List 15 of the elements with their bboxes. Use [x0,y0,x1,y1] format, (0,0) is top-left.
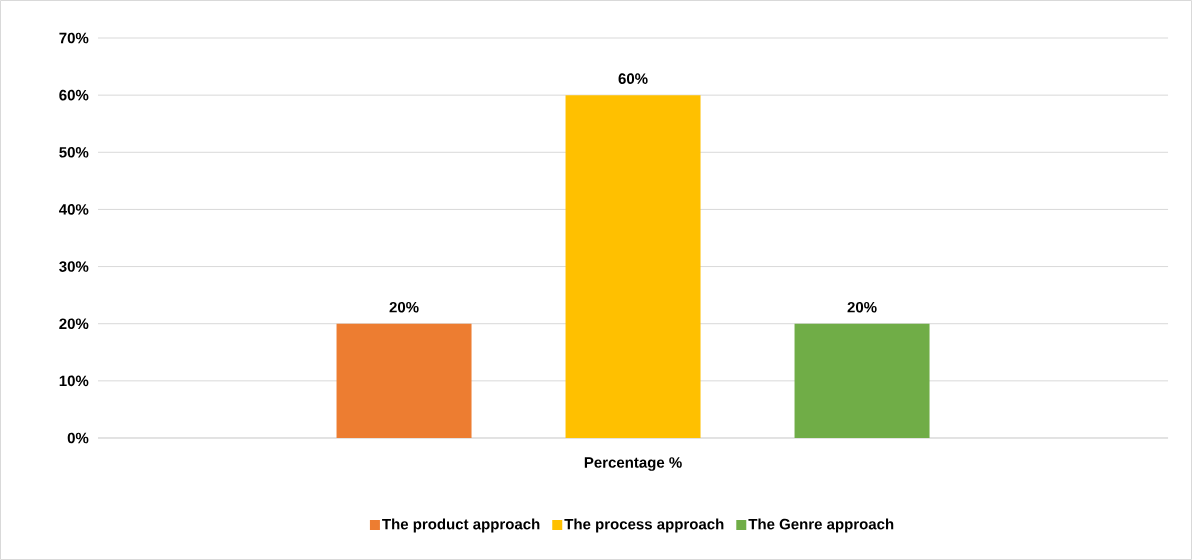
y-tick-label: 50% [59,146,89,158]
data-label: 20% [389,301,419,313]
y-tick-label: 40% [59,204,89,215]
y-tick-label: 60% [59,89,89,101]
y-tick-label: 10% [59,375,89,387]
legend-label: The Genre approach [748,518,894,533]
data-label: 60% [618,73,648,84]
legend-label: The product approach [382,518,540,533]
y-tick-label: 70% [59,32,89,44]
y-tick-label: 0% [67,432,89,444]
y-tick-label: 20% [59,318,89,330]
x-tick-label: Percentage % [584,457,682,471]
legend-label: The process approach [564,518,724,533]
data-label: 20% [847,301,877,313]
y-tick-label: 30% [59,261,89,272]
